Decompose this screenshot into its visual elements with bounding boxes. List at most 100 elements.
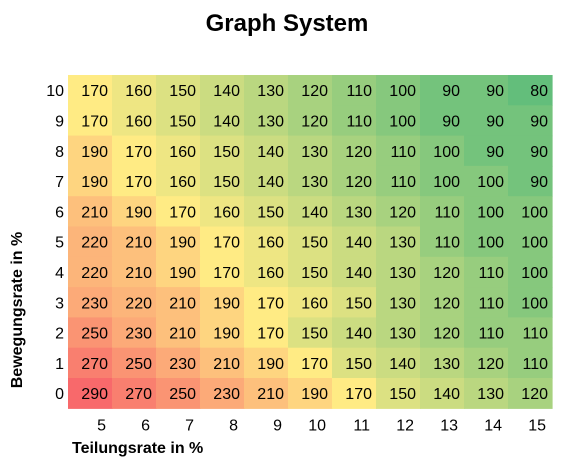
heatmap-cell	[244, 75, 289, 106]
cell-value-label: 140	[389, 356, 416, 373]
heatmap-cell	[156, 287, 201, 318]
heatmap-cell	[508, 287, 553, 318]
cell-value-label: 120	[433, 295, 460, 312]
heatmap-cell	[288, 105, 333, 137]
heatmap-cell	[200, 135, 245, 167]
heatmap-cell	[112, 135, 157, 167]
cell-value-label: 210	[169, 326, 196, 343]
y-tick-label: 8	[55, 144, 64, 161]
cell-value-label: 140	[213, 113, 240, 130]
heatmap-cell	[332, 226, 377, 258]
heatmap-cell	[464, 75, 509, 106]
cell-value-label: 210	[169, 295, 196, 312]
heatmap-cell	[420, 196, 465, 228]
cell-value-label: 130	[301, 144, 328, 161]
heatmap-cell	[244, 196, 289, 228]
y-tick-label: 5	[55, 235, 64, 252]
x-axis-label: Teilungsrate in %	[72, 440, 204, 457]
heatmap-cell	[464, 317, 509, 349]
cell-value-label: 190	[81, 144, 108, 161]
cell-value-label: 210	[213, 356, 240, 373]
heatmap-cell	[244, 378, 289, 409]
heatmap-cell	[200, 317, 245, 349]
heatmap-cell	[508, 196, 553, 228]
cell-value-label: 100	[521, 204, 548, 221]
cell-value-label: 190	[169, 265, 196, 282]
heatmap-cell	[156, 347, 201, 379]
y-tick-label: 1	[55, 356, 64, 373]
heatmap-cell	[288, 226, 333, 258]
cell-value-label: 190	[81, 174, 108, 191]
heatmap-cell	[288, 135, 333, 167]
heatmap-cell	[200, 105, 245, 137]
cell-value-label: 120	[521, 386, 548, 403]
cell-value-label: 150	[345, 356, 372, 373]
heatmap-cell	[112, 75, 157, 106]
heatmap-cell	[68, 196, 113, 228]
cell-value-label: 170	[257, 326, 284, 343]
cell-value-label: 110	[478, 265, 504, 282]
heatmap-cell	[508, 135, 553, 167]
heatmap-cell	[112, 287, 157, 318]
cell-value-label: 130	[301, 174, 328, 191]
heatmap-cell	[420, 105, 465, 137]
cell-value-label: 160	[125, 113, 152, 130]
cell-value-label: 160	[125, 83, 152, 100]
heatmap-cell	[244, 226, 289, 258]
cell-value-label: 120	[433, 265, 460, 282]
heatmap-cell	[376, 135, 421, 167]
heatmap-cell	[112, 347, 157, 379]
cell-value-label: 210	[81, 204, 108, 221]
heatmap-cells: 170 160 150 140 130 120 110 100 90 90 80 170 160 150 1…	[68, 75, 553, 409]
heatmap-cell	[420, 226, 465, 258]
cell-value-label: 210	[125, 265, 152, 282]
heatmap-cell	[508, 165, 553, 197]
x-tick-label: 7	[185, 417, 194, 434]
cell-value-label: 170	[301, 356, 328, 373]
heatmap-cell	[332, 347, 377, 379]
heatmap-cell	[156, 196, 201, 228]
cell-value-label: 130	[477, 386, 504, 403]
heatmap-cell	[156, 135, 201, 167]
heatmap-cell	[508, 105, 553, 137]
cell-value-label: 250	[169, 386, 196, 403]
heatmap-cell	[244, 135, 289, 167]
cell-value-label: 190	[301, 386, 328, 403]
heatmap-cell	[68, 165, 113, 197]
heatmap-cell	[464, 226, 509, 258]
cell-value-label: 100	[477, 174, 504, 191]
heatmap-cell	[376, 165, 421, 197]
heatmap-cell	[68, 256, 113, 288]
heatmap-cell	[420, 135, 465, 167]
cell-value-label: 150	[169, 83, 196, 100]
cell-value-label: 140	[433, 386, 460, 403]
x-tick-label: 15	[528, 417, 546, 434]
heatmap-cell	[464, 196, 509, 228]
heatmap-cell	[156, 378, 201, 409]
cell-value-label: 290	[81, 386, 108, 403]
heatmap-cell	[508, 256, 553, 288]
heatmap-cell	[376, 256, 421, 288]
heatmap-cell	[244, 347, 289, 379]
heatmap-cell	[156, 105, 201, 137]
heatmap-cell	[464, 347, 509, 379]
cell-value-label: 130	[389, 295, 416, 312]
heatmap-cell	[288, 75, 333, 106]
cell-value-label: 190	[213, 295, 240, 312]
heatmap-cell	[156, 317, 201, 349]
chart-title: Graph System	[205, 10, 369, 37]
cell-value-label: 170	[213, 235, 240, 252]
heatmap-cell	[68, 105, 113, 137]
heatmap-cell	[156, 226, 201, 258]
heatmap-cell	[288, 317, 333, 349]
heatmap-cell	[420, 287, 465, 318]
cell-value-label: 90	[442, 113, 460, 130]
cell-value-label: 100	[521, 265, 548, 282]
heatmap-cell	[376, 226, 421, 258]
x-tick-label: 14	[484, 417, 502, 434]
heatmap-cell	[68, 287, 113, 318]
heatmap-cell	[464, 135, 509, 167]
x-tick-label: 5	[97, 417, 106, 434]
cell-value-label: 130	[257, 113, 284, 130]
